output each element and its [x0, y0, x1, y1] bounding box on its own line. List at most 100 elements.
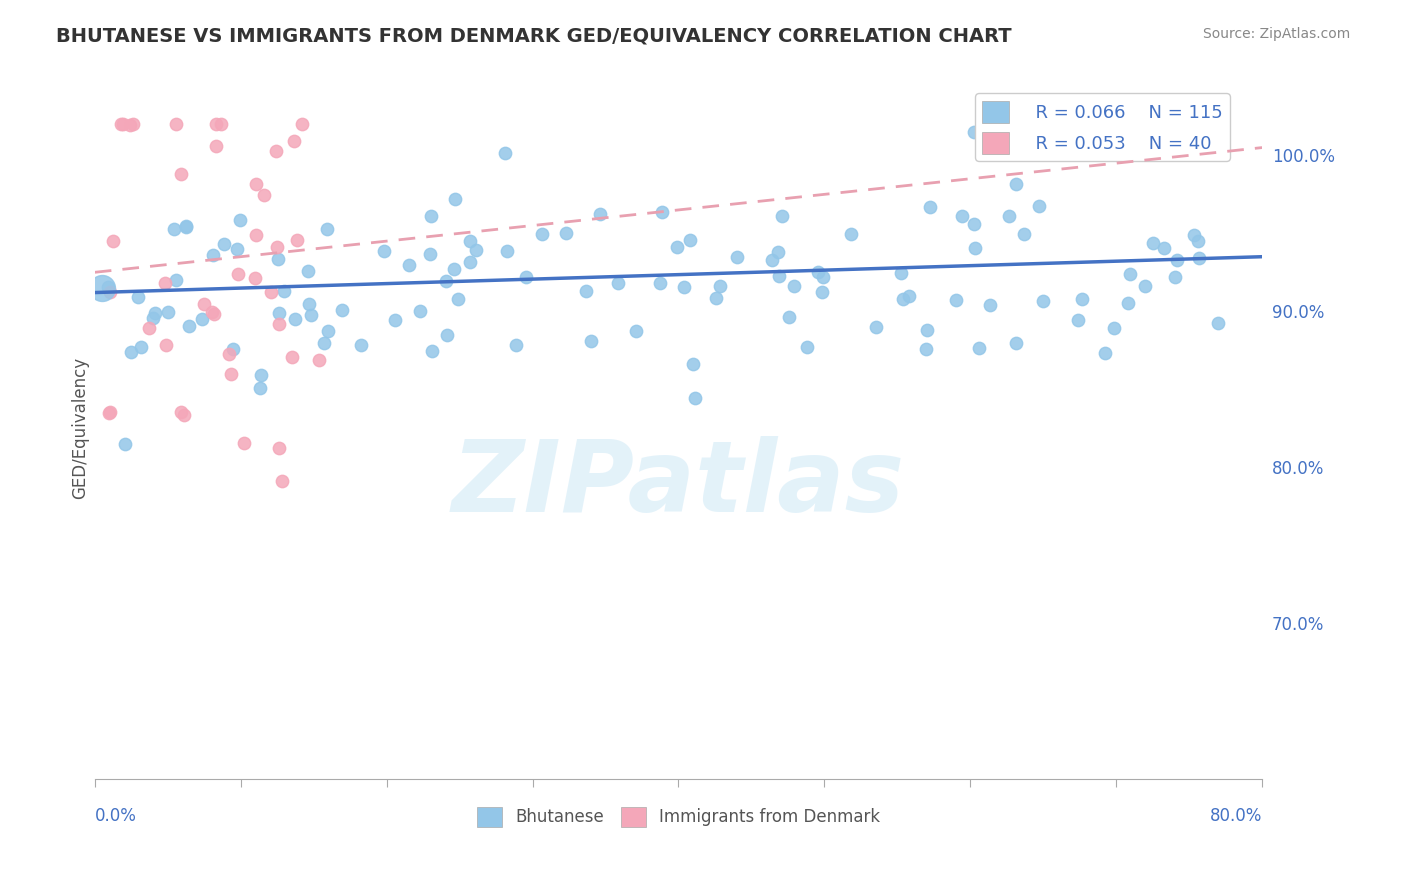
- Point: [436, 327, 458, 342]
- Point: [97, 406, 120, 420]
- Point: [496, 244, 519, 259]
- Point: [103, 234, 125, 248]
- Point: [111, 117, 134, 131]
- Point: [1133, 279, 1156, 293]
- Point: [409, 303, 432, 318]
- Point: [458, 234, 481, 248]
- Point: [915, 342, 938, 356]
- Point: [269, 317, 291, 331]
- Text: 0.0%: 0.0%: [94, 806, 136, 825]
- Point: [1142, 236, 1164, 251]
- Point: [891, 292, 914, 306]
- Point: [979, 297, 1001, 311]
- Point: [963, 125, 986, 139]
- Point: [811, 269, 834, 284]
- Point: [138, 321, 160, 335]
- Point: [945, 293, 967, 308]
- Point: [142, 311, 165, 326]
- Point: [201, 248, 224, 262]
- Point: [420, 209, 443, 223]
- Point: [918, 201, 941, 215]
- Point: [915, 323, 938, 337]
- Point: [761, 252, 783, 267]
- Point: [1005, 178, 1028, 192]
- Legend: Bhutanese, Immigrants from Denmark: Bhutanese, Immigrants from Denmark: [470, 800, 887, 834]
- Point: [229, 213, 252, 227]
- Point: [266, 240, 288, 254]
- Point: [297, 263, 319, 277]
- Point: [998, 209, 1021, 223]
- Point: [589, 207, 612, 221]
- Point: [1094, 346, 1116, 360]
- Point: [316, 324, 339, 338]
- Point: [1206, 317, 1229, 331]
- Point: [419, 247, 441, 261]
- Point: [766, 244, 789, 259]
- Point: [170, 168, 193, 182]
- Point: [1070, 292, 1092, 306]
- Point: [807, 265, 830, 279]
- Point: [269, 441, 291, 455]
- Point: [284, 311, 307, 326]
- Point: [1102, 321, 1125, 335]
- Point: [839, 227, 862, 241]
- Point: [530, 227, 553, 241]
- Point: [204, 117, 226, 131]
- Point: [579, 334, 602, 348]
- Point: [1118, 295, 1140, 310]
- Point: [783, 279, 806, 293]
- Point: [212, 236, 235, 251]
- Point: [179, 318, 201, 333]
- Point: [950, 209, 973, 223]
- Point: [1067, 313, 1090, 327]
- Point: [129, 340, 152, 354]
- Text: 80.0%: 80.0%: [1209, 806, 1263, 825]
- Point: [555, 226, 578, 240]
- Point: [120, 344, 142, 359]
- Point: [209, 117, 232, 131]
- Point: [965, 241, 987, 255]
- Point: [1012, 227, 1035, 241]
- Point: [330, 303, 353, 318]
- Point: [312, 336, 335, 351]
- Point: [1166, 252, 1188, 267]
- Point: [264, 144, 287, 158]
- Point: [778, 310, 800, 324]
- Point: [218, 347, 240, 361]
- Point: [249, 381, 271, 395]
- Point: [176, 220, 198, 235]
- Point: [515, 269, 537, 284]
- Point: [679, 233, 702, 247]
- Point: [315, 221, 337, 235]
- Point: [1188, 251, 1211, 265]
- Point: [1153, 241, 1175, 255]
- Point: [91, 281, 114, 295]
- Point: [163, 222, 186, 236]
- Point: [271, 474, 294, 488]
- Point: [273, 284, 295, 298]
- Point: [228, 267, 250, 281]
- Point: [222, 342, 245, 356]
- Point: [1119, 267, 1142, 281]
- Point: [245, 177, 267, 191]
- Point: [1028, 198, 1050, 212]
- Point: [143, 306, 166, 320]
- Point: [768, 268, 790, 283]
- Point: [156, 305, 179, 319]
- Point: [221, 368, 243, 382]
- Point: [201, 305, 224, 319]
- Text: ZIPatlas: ZIPatlas: [451, 436, 905, 533]
- Point: [298, 297, 321, 311]
- Point: [384, 313, 406, 327]
- Point: [897, 289, 920, 303]
- Point: [121, 117, 143, 131]
- Point: [672, 280, 695, 294]
- Text: BHUTANESE VS IMMIGRANTS FROM DENMARK GED/EQUIVALENCY CORRELATION CHART: BHUTANESE VS IMMIGRANTS FROM DENMARK GED…: [56, 27, 1012, 45]
- Point: [193, 297, 215, 311]
- Point: [243, 270, 266, 285]
- Point: [299, 308, 322, 322]
- Point: [505, 338, 527, 352]
- Point: [350, 338, 373, 352]
- Point: [446, 292, 468, 306]
- Point: [165, 273, 187, 287]
